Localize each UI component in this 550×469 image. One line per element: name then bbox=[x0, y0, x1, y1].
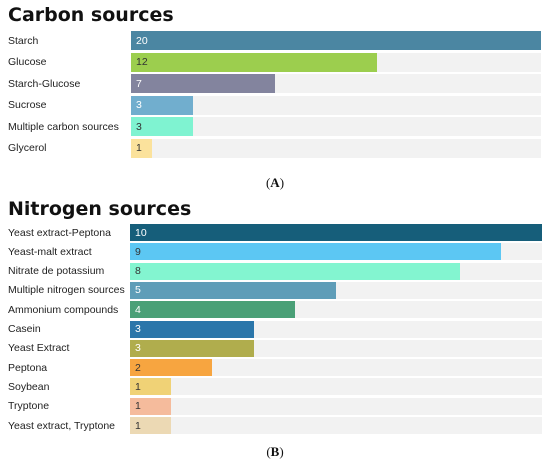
category-label: Soybean bbox=[8, 380, 50, 393]
category-label: Multiple nitrogen sources bbox=[8, 284, 125, 297]
bar-yeast-malt-extract: 9 bbox=[130, 243, 501, 261]
bar-value-label: 10 bbox=[135, 226, 147, 239]
bar-glycerol: 1 bbox=[131, 138, 152, 158]
category-label: Glucose bbox=[8, 56, 47, 68]
bar-value-label: 5 bbox=[135, 284, 141, 297]
carbon-caption: (A) bbox=[265, 175, 285, 190]
bar-value-label: 1 bbox=[135, 380, 141, 393]
category-label: Casein bbox=[8, 323, 41, 335]
bar-track: 20 bbox=[131, 31, 541, 50]
bar-soybean: 1 bbox=[130, 378, 172, 396]
bar-value-label: 12 bbox=[136, 56, 148, 68]
category-label: Yeast extract, Tryptone bbox=[8, 419, 116, 432]
bar-value-label: 1 bbox=[136, 142, 142, 154]
bar-starch-glucose: 7 bbox=[131, 74, 275, 93]
category-label: Yeast Extract bbox=[8, 342, 70, 355]
bar-value-label: 3 bbox=[136, 99, 142, 111]
carbon-sources-panel: Carbon sources Starch 20 Glucose 12 Starch-G… bbox=[0, 0, 550, 200]
bar-sucrose: 3 bbox=[131, 95, 193, 115]
bar-peptona: 2 bbox=[130, 359, 213, 377]
bar-value-label: 4 bbox=[135, 303, 141, 316]
bar-row-ammonium-compounds: Ammonium compounds 4 bbox=[0, 301, 550, 319]
bar-yeast-extract-tryptone: 1 bbox=[130, 417, 172, 434]
bar-starch: 20 bbox=[131, 31, 541, 50]
bar-value-label: 20 bbox=[136, 34, 148, 47]
bar-row-yeast-malt-extract: Yeast-malt extract 9 bbox=[0, 243, 550, 261]
bar-casein: 3 bbox=[130, 320, 254, 338]
bar-row-glucose: Glucose 12 bbox=[0, 52, 550, 72]
bar-track: 3 bbox=[130, 320, 542, 338]
category-label: Yeast-malt extract bbox=[8, 245, 92, 258]
bar-ammonium-compounds: 4 bbox=[130, 301, 295, 319]
category-label: Starch bbox=[8, 34, 39, 47]
category-label: Glycerol bbox=[8, 142, 47, 154]
category-label: Ammonium compounds bbox=[8, 303, 119, 316]
bar-row-sucrose: Sucrose 3 bbox=[0, 95, 550, 115]
bar-track: 1 bbox=[131, 138, 541, 158]
bar-track: 1 bbox=[130, 417, 542, 434]
bar-track: 4 bbox=[130, 301, 542, 319]
bar-row-starch: Starch 20 bbox=[0, 31, 550, 50]
bar-value-label: 7 bbox=[136, 77, 142, 90]
nitrogen-caption: (B) bbox=[266, 444, 284, 459]
nitrogen-chart-title: Nitrogen sources bbox=[8, 198, 192, 220]
bar-track: 3 bbox=[131, 117, 541, 136]
bar-track: 5 bbox=[130, 281, 542, 299]
bar-track: 10 bbox=[130, 224, 542, 241]
bar-value-label: 3 bbox=[135, 342, 141, 355]
category-label: Yeast extract-Peptona bbox=[8, 226, 111, 239]
category-label: Starch-Glucose bbox=[8, 77, 81, 90]
bar-value-label: 9 bbox=[135, 245, 141, 258]
bar-track: 3 bbox=[130, 339, 542, 357]
category-label: Peptona bbox=[8, 361, 48, 374]
bar-value-label: 2 bbox=[135, 361, 141, 374]
carbon-caption-label: A bbox=[270, 175, 280, 190]
bar-row-yeast-extract-tryptone: Yeast extract, Tryptone 1 bbox=[0, 417, 550, 434]
bar-value-label: 1 bbox=[135, 400, 141, 413]
bar-value-label: 3 bbox=[135, 323, 141, 335]
bar-track: 2 bbox=[130, 359, 542, 377]
bar-track: 7 bbox=[131, 74, 541, 93]
bar-track: 1 bbox=[130, 378, 542, 396]
bar-value-label: 3 bbox=[136, 120, 142, 133]
bar-nitrate-de-potassium: 8 bbox=[130, 262, 460, 280]
bar-row-casein: Casein 3 bbox=[0, 320, 550, 338]
bar-track: 1 bbox=[130, 397, 542, 415]
bar-row-peptona: Peptona 2 bbox=[0, 359, 550, 377]
bar-row-tryptone: Tryptone 1 bbox=[0, 397, 550, 415]
bar-track: 12 bbox=[131, 52, 541, 72]
bar-row-multiple-nitrogen-sources: Multiple nitrogen sources 5 bbox=[0, 281, 550, 299]
bar-row-yeast-extract: Yeast Extract 3 bbox=[0, 339, 550, 357]
bar-multiple-carbon-sources: 3 bbox=[131, 117, 193, 136]
bar-track: 9 bbox=[130, 243, 542, 261]
bar-track: 3 bbox=[131, 95, 541, 115]
bar-row-soybean: Soybean 1 bbox=[0, 378, 550, 396]
category-label: Tryptone bbox=[8, 400, 50, 413]
bar-track: 8 bbox=[130, 262, 542, 280]
bar-yeast-extract: 3 bbox=[130, 339, 254, 357]
bar-multiple-nitrogen-sources: 5 bbox=[130, 281, 336, 299]
bar-yeast-extract-peptona: 10 bbox=[130, 224, 542, 241]
bar-row-multiple-carbon-sources: Multiple carbon sources 3 bbox=[0, 117, 550, 136]
bar-row-nitrate-de-potassium: Nitrate de potassium 8 bbox=[0, 262, 550, 280]
nitrogen-caption-label: B bbox=[270, 444, 280, 459]
carbon-chart-title: Carbon sources bbox=[8, 4, 174, 26]
category-label: Sucrose bbox=[8, 99, 47, 111]
bar-row-starch-glucose: Starch-Glucose 7 bbox=[0, 74, 550, 93]
bar-row-yeast-extract-peptona: Yeast extract-Peptona 10 bbox=[0, 224, 550, 241]
bar-glucose: 12 bbox=[131, 52, 377, 72]
bar-tryptone: 1 bbox=[130, 397, 172, 415]
bar-value-label: 1 bbox=[135, 419, 141, 432]
category-label: Multiple carbon sources bbox=[8, 120, 119, 133]
bar-value-label: 8 bbox=[135, 265, 141, 278]
bar-row-glycerol: Glycerol 1 bbox=[0, 138, 550, 158]
nitrogen-sources-panel: Nitrogen sources Yeast extract-Peptona 10… bbox=[0, 195, 550, 469]
category-label: Nitrate de potassium bbox=[8, 265, 105, 278]
